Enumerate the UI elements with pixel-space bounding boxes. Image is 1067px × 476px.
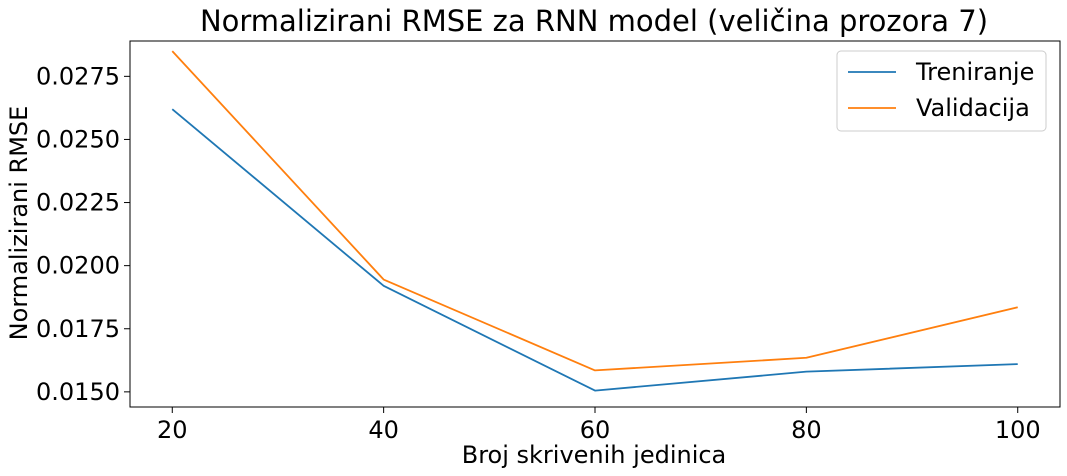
x-tick-label: 80: [791, 416, 822, 444]
y-axis: 0.0150 0.0175 0.0200 0.0225 0.0250 0.0275: [36, 62, 130, 406]
series-line-validacija: [171, 50, 1018, 372]
x-axis-label: Broj skrivenih jedinica: [462, 441, 727, 469]
y-tick-label: 0.0275: [36, 62, 120, 90]
y-tick-label: 0.0175: [36, 315, 120, 343]
legend-label: Validacija: [916, 94, 1030, 122]
x-tick-label: 100: [995, 416, 1041, 444]
legend: Treniranje Validacija: [836, 50, 1047, 132]
x-tick-label: 40: [368, 416, 399, 444]
x-axis: 20 40 60 80 100: [157, 407, 1041, 444]
x-tick-label: 20: [157, 416, 188, 444]
y-tick-label: 0.0200: [36, 252, 120, 280]
chart-title: Normalizirani RMSE za RNN model (veličin…: [200, 4, 988, 38]
y-tick-label: 0.0225: [36, 189, 120, 217]
y-tick-label: 0.0150: [36, 378, 120, 406]
series-lines: [171, 50, 1018, 392]
y-tick-label: 0.0250: [36, 125, 120, 153]
legend-box: [836, 50, 1047, 132]
series-line-treniranje: [171, 108, 1018, 392]
y-axis-label: Normalizirani RMSE: [5, 106, 33, 341]
legend-label: Treniranje: [915, 58, 1034, 86]
x-tick-label: 60: [580, 416, 611, 444]
